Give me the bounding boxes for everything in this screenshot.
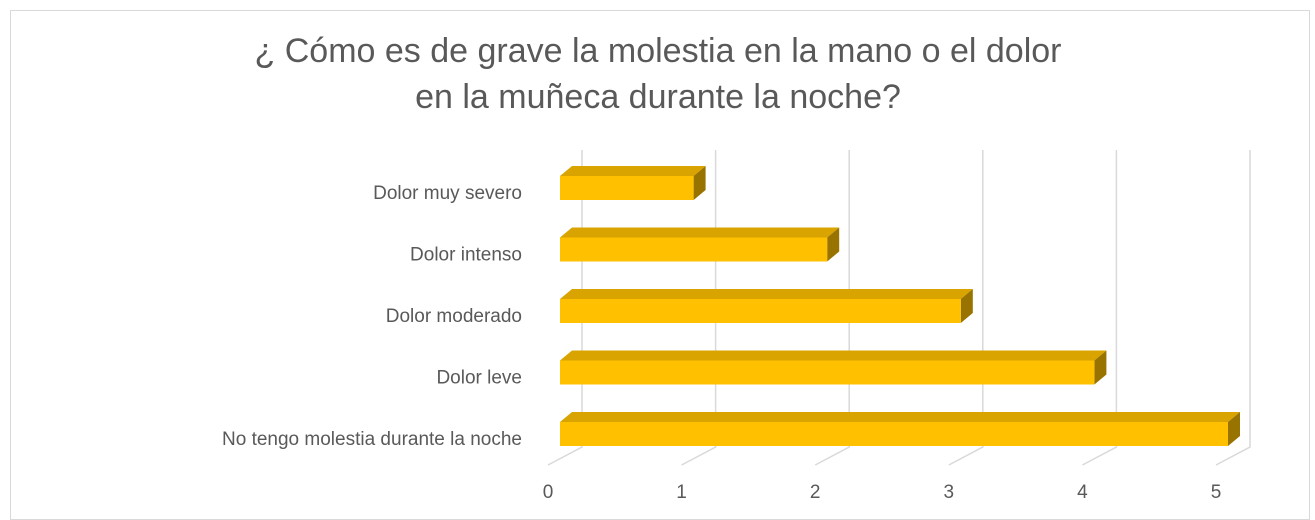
bar-side <box>827 227 840 262</box>
grid-line <box>1215 150 1251 466</box>
bar-top <box>560 227 840 238</box>
bar-top <box>560 289 973 299</box>
bar <box>560 422 1228 446</box>
chart-title: ¿ Cómo es de grave la molestia en la man… <box>254 32 1062 116</box>
bar-side <box>1094 350 1107 385</box>
x-tick-label: 3 <box>944 482 955 503</box>
bar <box>560 360 1095 385</box>
bar-side <box>1228 412 1240 446</box>
x-tick-label: 4 <box>1077 482 1088 503</box>
bar <box>560 299 961 323</box>
x-tick-label: 5 <box>1211 482 1222 503</box>
bar-top <box>560 350 1107 361</box>
bar-top <box>560 412 1240 422</box>
y-tick-label: Dolor muy severo <box>373 183 522 204</box>
bar <box>560 237 828 262</box>
bar-side <box>960 289 973 323</box>
grid-line <box>814 150 850 466</box>
grid-line <box>1082 150 1118 466</box>
x-tick-label: 0 <box>543 482 554 503</box>
bar-side <box>693 166 706 200</box>
bar-top <box>560 166 706 176</box>
y-tick-label: Dolor moderado <box>386 306 522 327</box>
x-tick-label: 1 <box>676 482 687 503</box>
y-tick-label: Dolor leve <box>436 368 522 389</box>
x-tick-label: 2 <box>810 482 821 503</box>
y-tick-label: Dolor intenso <box>410 245 522 266</box>
bar <box>560 176 694 200</box>
grid-line <box>948 150 984 466</box>
y-tick-label: No tengo molestia durante la noche <box>222 429 522 450</box>
